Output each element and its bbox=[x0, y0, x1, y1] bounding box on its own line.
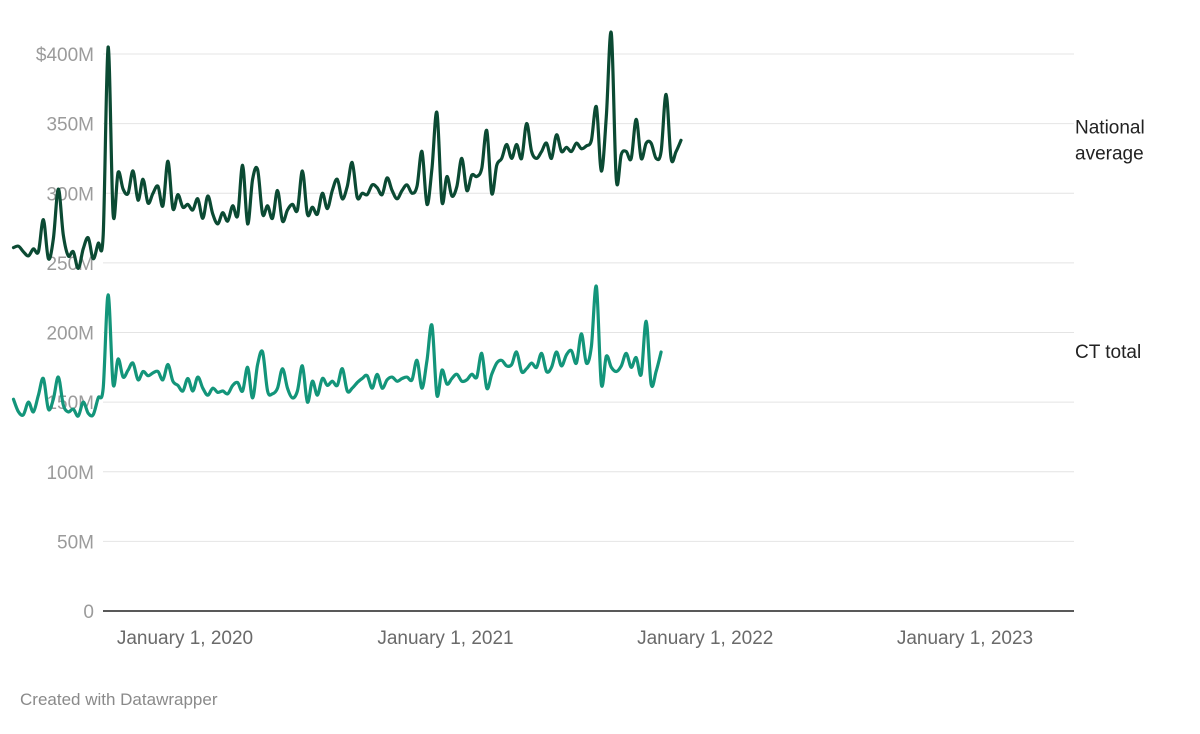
x-axis: January 1, 2020 January 1, 2021 January 1,… bbox=[117, 628, 1033, 649]
series-labels: National average CT total bbox=[1075, 117, 1145, 363]
y-tick-label: 50M bbox=[57, 532, 94, 553]
y-tick-label: 350M bbox=[46, 115, 94, 136]
y-tick-label: 0 bbox=[83, 602, 94, 623]
x-tick-label: January 1, 2021 bbox=[377, 628, 513, 649]
y-tick-label: $400M bbox=[36, 45, 94, 66]
y-tick-label: 100M bbox=[46, 463, 94, 484]
grid bbox=[103, 53, 1074, 612]
series-line-national-average bbox=[11, 30, 683, 271]
footer-credit: Created with Datawrapper bbox=[20, 690, 218, 709]
y-tick-label: 300M bbox=[46, 184, 94, 205]
x-tick-label: January 1, 2020 bbox=[117, 628, 253, 649]
y-tick-label: 200M bbox=[46, 324, 94, 345]
series-line-ct-total bbox=[11, 284, 663, 418]
series-label-ct-total: CT total bbox=[1075, 342, 1141, 363]
series-label-national-average: National average bbox=[1075, 117, 1145, 164]
series-lines bbox=[11, 30, 683, 418]
x-tick-label: January 1, 2023 bbox=[897, 628, 1033, 649]
x-tick-label: January 1, 2022 bbox=[637, 628, 773, 649]
